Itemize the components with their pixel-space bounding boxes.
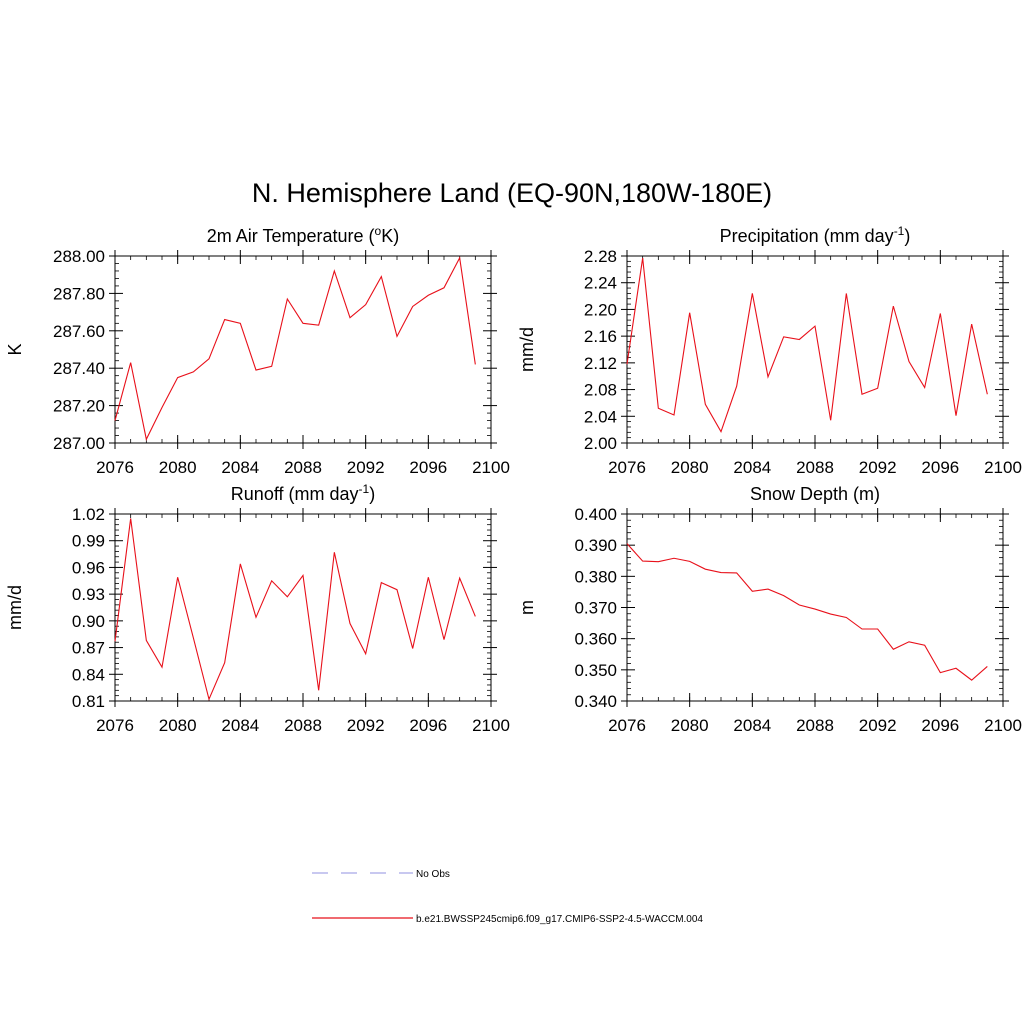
y-tick-label: 0.84 xyxy=(72,665,105,684)
x-tick-label: 2084 xyxy=(221,716,259,735)
y-tick-label: 287.40 xyxy=(53,359,105,378)
legend-label: b.e21.BWSSP245cmip6.f09_g17.CMIP6-SSP2-4… xyxy=(416,914,703,925)
x-tick-label: 2100 xyxy=(472,458,510,477)
x-tick-label: 2100 xyxy=(984,716,1022,735)
series-line-runoff xyxy=(114,518,476,701)
x-tick-label: 2080 xyxy=(671,716,709,735)
x-tick-label: 2076 xyxy=(608,716,646,735)
series-line-tas xyxy=(114,256,476,441)
x-tick-label: 2100 xyxy=(472,716,510,735)
panel-runoff: 2076 2080 2084 2088 2092 2096 2100 0.81 0.84 0.87… xyxy=(5,482,510,735)
x-tick-label: 2076 xyxy=(96,716,134,735)
x-tick-label: 2080 xyxy=(159,716,197,735)
panel-tas: 2076 2080 2084 2088 2092 2096 2100 287.00 287.20… xyxy=(5,224,510,477)
y-tick-label: 0.93 xyxy=(72,585,105,604)
x-tick-label: 2092 xyxy=(859,716,897,735)
y-tick-label: 0.87 xyxy=(72,639,105,658)
panel-title: Runoff (mm day-1) xyxy=(231,482,375,504)
y-axis-label: mm/d xyxy=(5,585,25,630)
x-tick-label: 2084 xyxy=(733,716,771,735)
x-tick-label: 2080 xyxy=(671,458,709,477)
figure-title: N. Hemisphere Land (EQ-90N,180W-180E) xyxy=(252,178,772,208)
y-tick-label: 0.90 xyxy=(72,612,105,631)
y-tick-label: 0.360 xyxy=(574,630,617,649)
series-line-precip xyxy=(626,257,988,433)
x-tick-label: 2084 xyxy=(733,458,771,477)
plot-frame xyxy=(626,513,1004,702)
x-tick-label: 2096 xyxy=(409,716,447,735)
series-line-snowdepth xyxy=(626,543,988,681)
y-tick-label: 288.00 xyxy=(53,247,105,266)
panel-title-superscript: -1 xyxy=(359,482,370,496)
panel-title-tail: ) xyxy=(369,484,375,504)
panel-title: Snow Depth (m) xyxy=(750,484,880,504)
panel-title-superscript: o xyxy=(375,224,382,238)
legend-label: No Obs xyxy=(416,869,450,880)
y-tick-label: 287.60 xyxy=(53,322,105,341)
y-tick-label: 0.340 xyxy=(574,692,617,711)
x-tick-label: 2092 xyxy=(859,458,897,477)
x-tick-label: 2084 xyxy=(221,458,259,477)
y-tick-label: 2.24 xyxy=(584,274,617,293)
panel-title-tail: K) xyxy=(381,226,399,246)
panels-group: 2076 2080 2084 2088 2092 2096 2100 287.00 287.20… xyxy=(5,224,1022,735)
x-tick-label: 2092 xyxy=(347,458,385,477)
legend: No Obs b.e21.BWSSP245cmip6.f09_g17.CMIP6-… xyxy=(312,869,703,925)
panel-title-main: Runoff (mm day xyxy=(231,484,359,504)
x-tick-label: 2088 xyxy=(284,716,322,735)
y-tick-label: 287.80 xyxy=(53,284,105,303)
y-tick-label: 0.390 xyxy=(574,536,617,555)
x-tick-label: 2076 xyxy=(96,458,134,477)
plot-frame xyxy=(114,513,492,702)
x-tick-label: 2076 xyxy=(608,458,646,477)
y-tick-label: 0.400 xyxy=(574,505,617,524)
panel-title-main: Snow Depth (m) xyxy=(750,484,880,504)
x-tick-label: 2096 xyxy=(921,458,959,477)
y-tick-label: 0.99 xyxy=(72,532,105,551)
panel-title-main: Precipitation (mm day xyxy=(720,226,894,246)
y-tick-label: 2.16 xyxy=(584,327,617,346)
panel-title-main: 2m Air Temperature ( xyxy=(207,226,375,246)
y-tick-label: 0.370 xyxy=(574,599,617,618)
x-tick-label: 2088 xyxy=(284,458,322,477)
x-tick-label: 2096 xyxy=(921,716,959,735)
panel-snowdepth: 2076 2080 2084 2088 2092 2096 2100 0.340 0.350 0.… xyxy=(517,484,1022,735)
y-tick-label: 2.28 xyxy=(584,247,617,266)
panel-title-superscript: -1 xyxy=(894,224,905,238)
plot-frame xyxy=(114,255,492,444)
y-tick-label: 2.12 xyxy=(584,354,617,373)
y-axis-label: m xyxy=(517,600,537,615)
y-tick-label: 2.08 xyxy=(584,381,617,400)
y-tick-label: 287.00 xyxy=(53,434,105,453)
panel-title: Precipitation (mm day-1) xyxy=(720,224,911,246)
y-tick-label: 2.04 xyxy=(584,407,617,426)
panel-title-tail: ) xyxy=(904,226,910,246)
y-tick-label: 287.20 xyxy=(53,397,105,416)
y-tick-label: 2.20 xyxy=(584,300,617,319)
x-tick-label: 2088 xyxy=(796,716,834,735)
y-tick-label: 0.350 xyxy=(574,661,617,680)
y-tick-label: 0.81 xyxy=(72,692,105,711)
x-tick-label: 2092 xyxy=(347,716,385,735)
panel-title: 2m Air Temperature (oK) xyxy=(207,224,399,246)
y-tick-label: 2.00 xyxy=(584,434,617,453)
plot-frame xyxy=(626,255,1004,444)
x-tick-label: 2096 xyxy=(409,458,447,477)
panel-precip: 2076 2080 2084 2088 2092 2096 2100 2.00 2.04 2.08… xyxy=(517,224,1022,477)
x-tick-label: 2100 xyxy=(984,458,1022,477)
y-tick-label: 1.02 xyxy=(72,505,105,524)
y-tick-label: 0.96 xyxy=(72,558,105,577)
y-axis-label: K xyxy=(5,343,25,355)
x-tick-label: 2088 xyxy=(796,458,834,477)
y-axis-label: mm/d xyxy=(517,327,537,372)
x-tick-label: 2080 xyxy=(159,458,197,477)
y-tick-label: 0.380 xyxy=(574,567,617,586)
